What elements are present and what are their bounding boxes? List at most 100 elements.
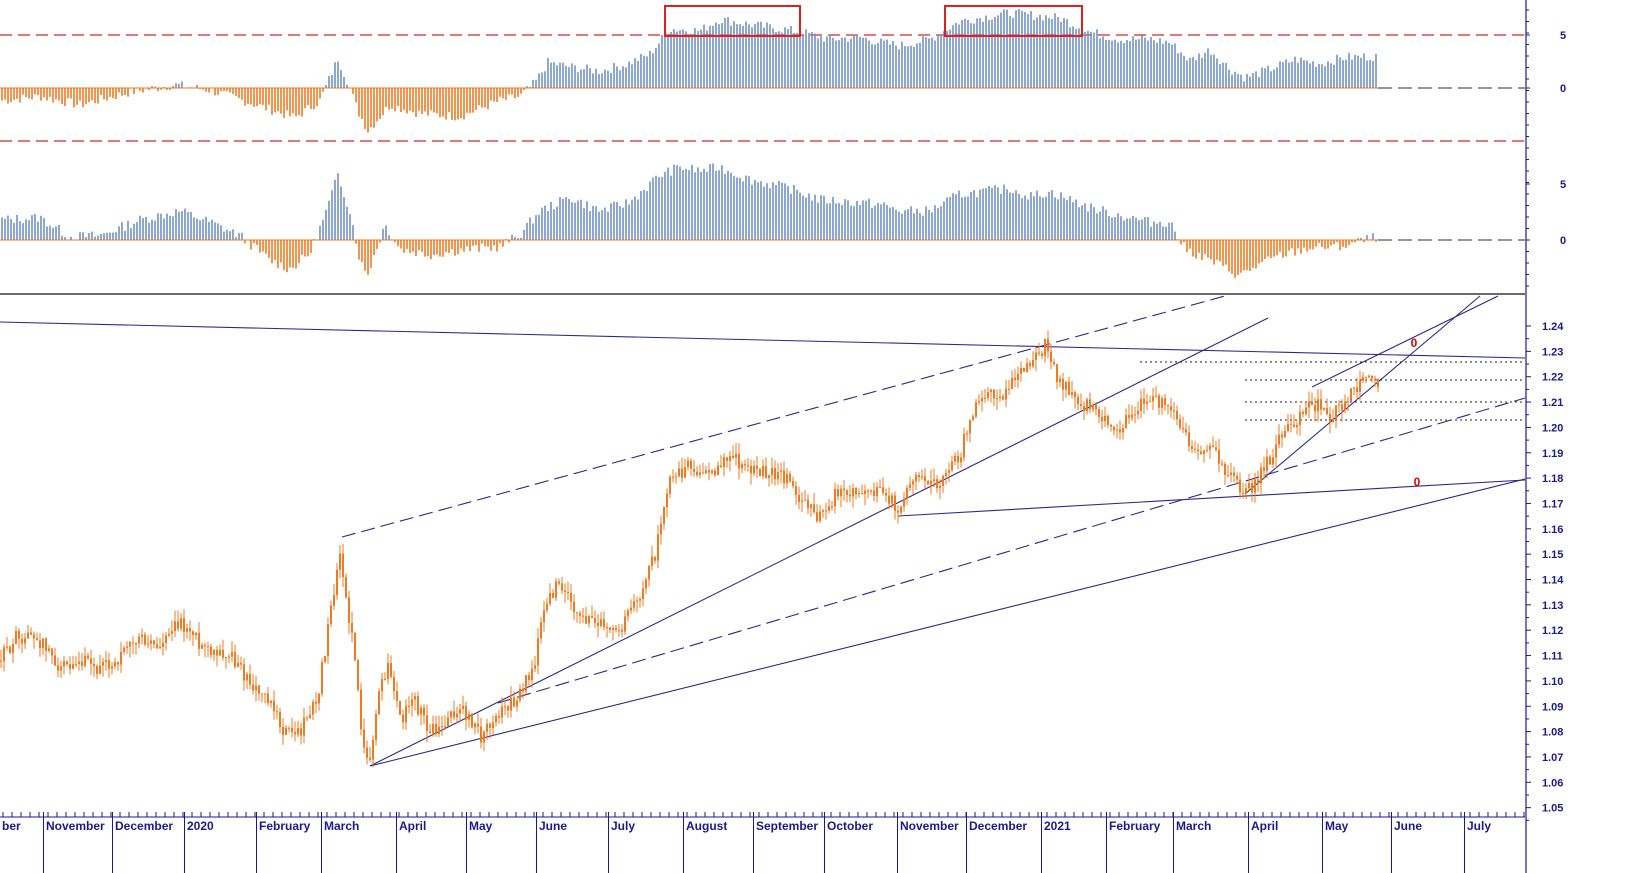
price-candle	[1314, 404, 1316, 412]
price-candle	[951, 461, 953, 471]
price-candle	[1365, 377, 1367, 379]
price-candle	[141, 634, 143, 637]
price-candle	[66, 661, 68, 665]
price-candle	[1071, 392, 1073, 396]
price-candle	[384, 678, 386, 680]
price-candle	[1305, 407, 1307, 414]
price-candle	[1008, 388, 1010, 390]
price-candle	[1227, 475, 1229, 477]
price-candle	[501, 706, 503, 718]
price-candle	[783, 470, 785, 484]
y-tick-label: 1.08	[1542, 727, 1563, 739]
price-candle	[3, 647, 5, 662]
price-candle	[330, 605, 332, 625]
price-candle	[96, 666, 98, 674]
price-candle	[1170, 406, 1172, 411]
highlight-box-2	[944, 5, 1083, 37]
price-candle	[450, 711, 452, 718]
price-candle	[540, 622, 542, 639]
price-candle	[549, 592, 551, 604]
price-candle	[1335, 405, 1337, 420]
price-candle	[573, 601, 575, 613]
y-tick-label: 1.06	[1542, 777, 1563, 789]
price-candle	[1113, 426, 1115, 431]
price-candle	[462, 705, 464, 710]
price-candle	[201, 645, 203, 649]
price-candle	[78, 661, 80, 664]
price-candle	[231, 652, 233, 657]
price-candle	[453, 711, 455, 718]
price-candle	[648, 566, 650, 580]
price-candle	[591, 616, 593, 618]
x-tick-label: October	[827, 819, 873, 833]
price-candle	[1212, 445, 1214, 448]
price-candle	[963, 433, 965, 458]
price-candle	[696, 471, 698, 476]
price-candle	[159, 646, 161, 649]
price-candle	[1200, 451, 1202, 454]
price-candle	[1374, 378, 1376, 380]
price-candle	[903, 498, 905, 507]
x-tick-label: April	[399, 819, 426, 833]
price-candle	[444, 726, 446, 728]
price-candle	[189, 628, 191, 632]
price-candle	[378, 691, 380, 715]
price-candle	[1131, 414, 1133, 418]
y-tick-label: 1.14	[1542, 575, 1564, 587]
price-candle	[1116, 429, 1118, 431]
price-candle	[216, 649, 218, 656]
price-candle	[537, 638, 539, 666]
price-candle	[996, 397, 998, 399]
price-candle	[180, 618, 182, 629]
price-candle	[81, 661, 83, 667]
price-candle	[69, 664, 71, 669]
price-candle	[402, 714, 404, 723]
price-candle	[195, 632, 197, 636]
price-candle	[306, 717, 308, 719]
price-candle	[300, 728, 302, 736]
price-candle	[633, 601, 635, 608]
x-tick-label: November	[900, 819, 959, 833]
price-candle	[474, 723, 476, 728]
price-candle	[174, 621, 176, 632]
price-candle	[396, 691, 398, 701]
price-candle	[984, 397, 986, 399]
price-candle	[846, 490, 848, 495]
price-candle	[1188, 432, 1190, 447]
price-candle	[1107, 415, 1109, 425]
price-candle	[678, 468, 680, 477]
price-candle	[21, 638, 23, 644]
price-candle	[114, 662, 116, 667]
price-candle	[888, 495, 890, 504]
price-candle	[426, 715, 428, 732]
x-tick-label: July	[1467, 819, 1491, 833]
x-tick-label: November	[46, 819, 105, 833]
price-candle	[1176, 410, 1178, 420]
price-candle	[789, 473, 791, 482]
price-candle	[24, 638, 26, 644]
price-candle	[555, 581, 557, 598]
price-candle	[654, 556, 656, 561]
price-candle	[975, 402, 977, 417]
price-candle	[54, 655, 56, 666]
price-candle	[645, 579, 647, 589]
price-candle	[1125, 414, 1127, 428]
price-candle	[690, 460, 692, 469]
price-candle	[1344, 401, 1346, 411]
price-candle	[966, 433, 968, 435]
price-candle	[822, 510, 824, 512]
price-candle	[261, 693, 263, 695]
price-candle	[318, 693, 320, 704]
price-candle	[675, 476, 677, 478]
price-candle	[615, 627, 617, 630]
price-candle	[510, 697, 512, 711]
price-candle	[1044, 338, 1046, 357]
price-candle	[864, 490, 866, 495]
price-candle	[1146, 401, 1148, 404]
price-candle	[1068, 381, 1070, 396]
price-candle	[1233, 472, 1235, 476]
price-candle	[942, 475, 944, 486]
price-candle	[954, 455, 956, 462]
price-candle	[939, 485, 941, 489]
price-candle	[597, 622, 599, 626]
